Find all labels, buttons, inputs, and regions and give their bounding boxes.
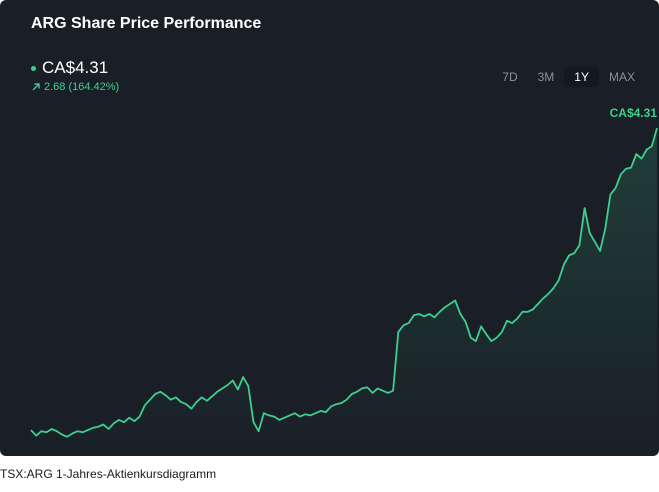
range-7d[interactable]: 7D	[502, 70, 518, 84]
chart-card: ARG Share Price Performance CA$4.31 2.68…	[0, 0, 659, 456]
price-value: CA$4.31	[42, 58, 109, 77]
last-value-label: CA$4.31	[609, 106, 657, 120]
range-selector: 7D 3M 1Y MAX	[492, 67, 645, 87]
price-line	[30, 127, 658, 438]
range-max[interactable]: MAX	[608, 70, 635, 84]
price-chart	[30, 127, 658, 456]
price-area	[31, 128, 657, 456]
range-1y[interactable]: 1Y	[564, 67, 599, 87]
price-dot-icon	[31, 65, 36, 71]
range-3m[interactable]: 3M	[537, 70, 555, 84]
price-change: 2.68 (164.42%)	[31, 81, 119, 93]
page-title: ARG Share Price Performance	[31, 15, 262, 32]
change-value: 2.68 (164.42%)	[44, 81, 120, 93]
caption: TSX:ARG 1-Jahres-Aktienkursdiagramm	[0, 467, 217, 481]
arrow-up-right-icon	[32, 83, 40, 91]
current-price: CA$4.31	[31, 58, 108, 78]
